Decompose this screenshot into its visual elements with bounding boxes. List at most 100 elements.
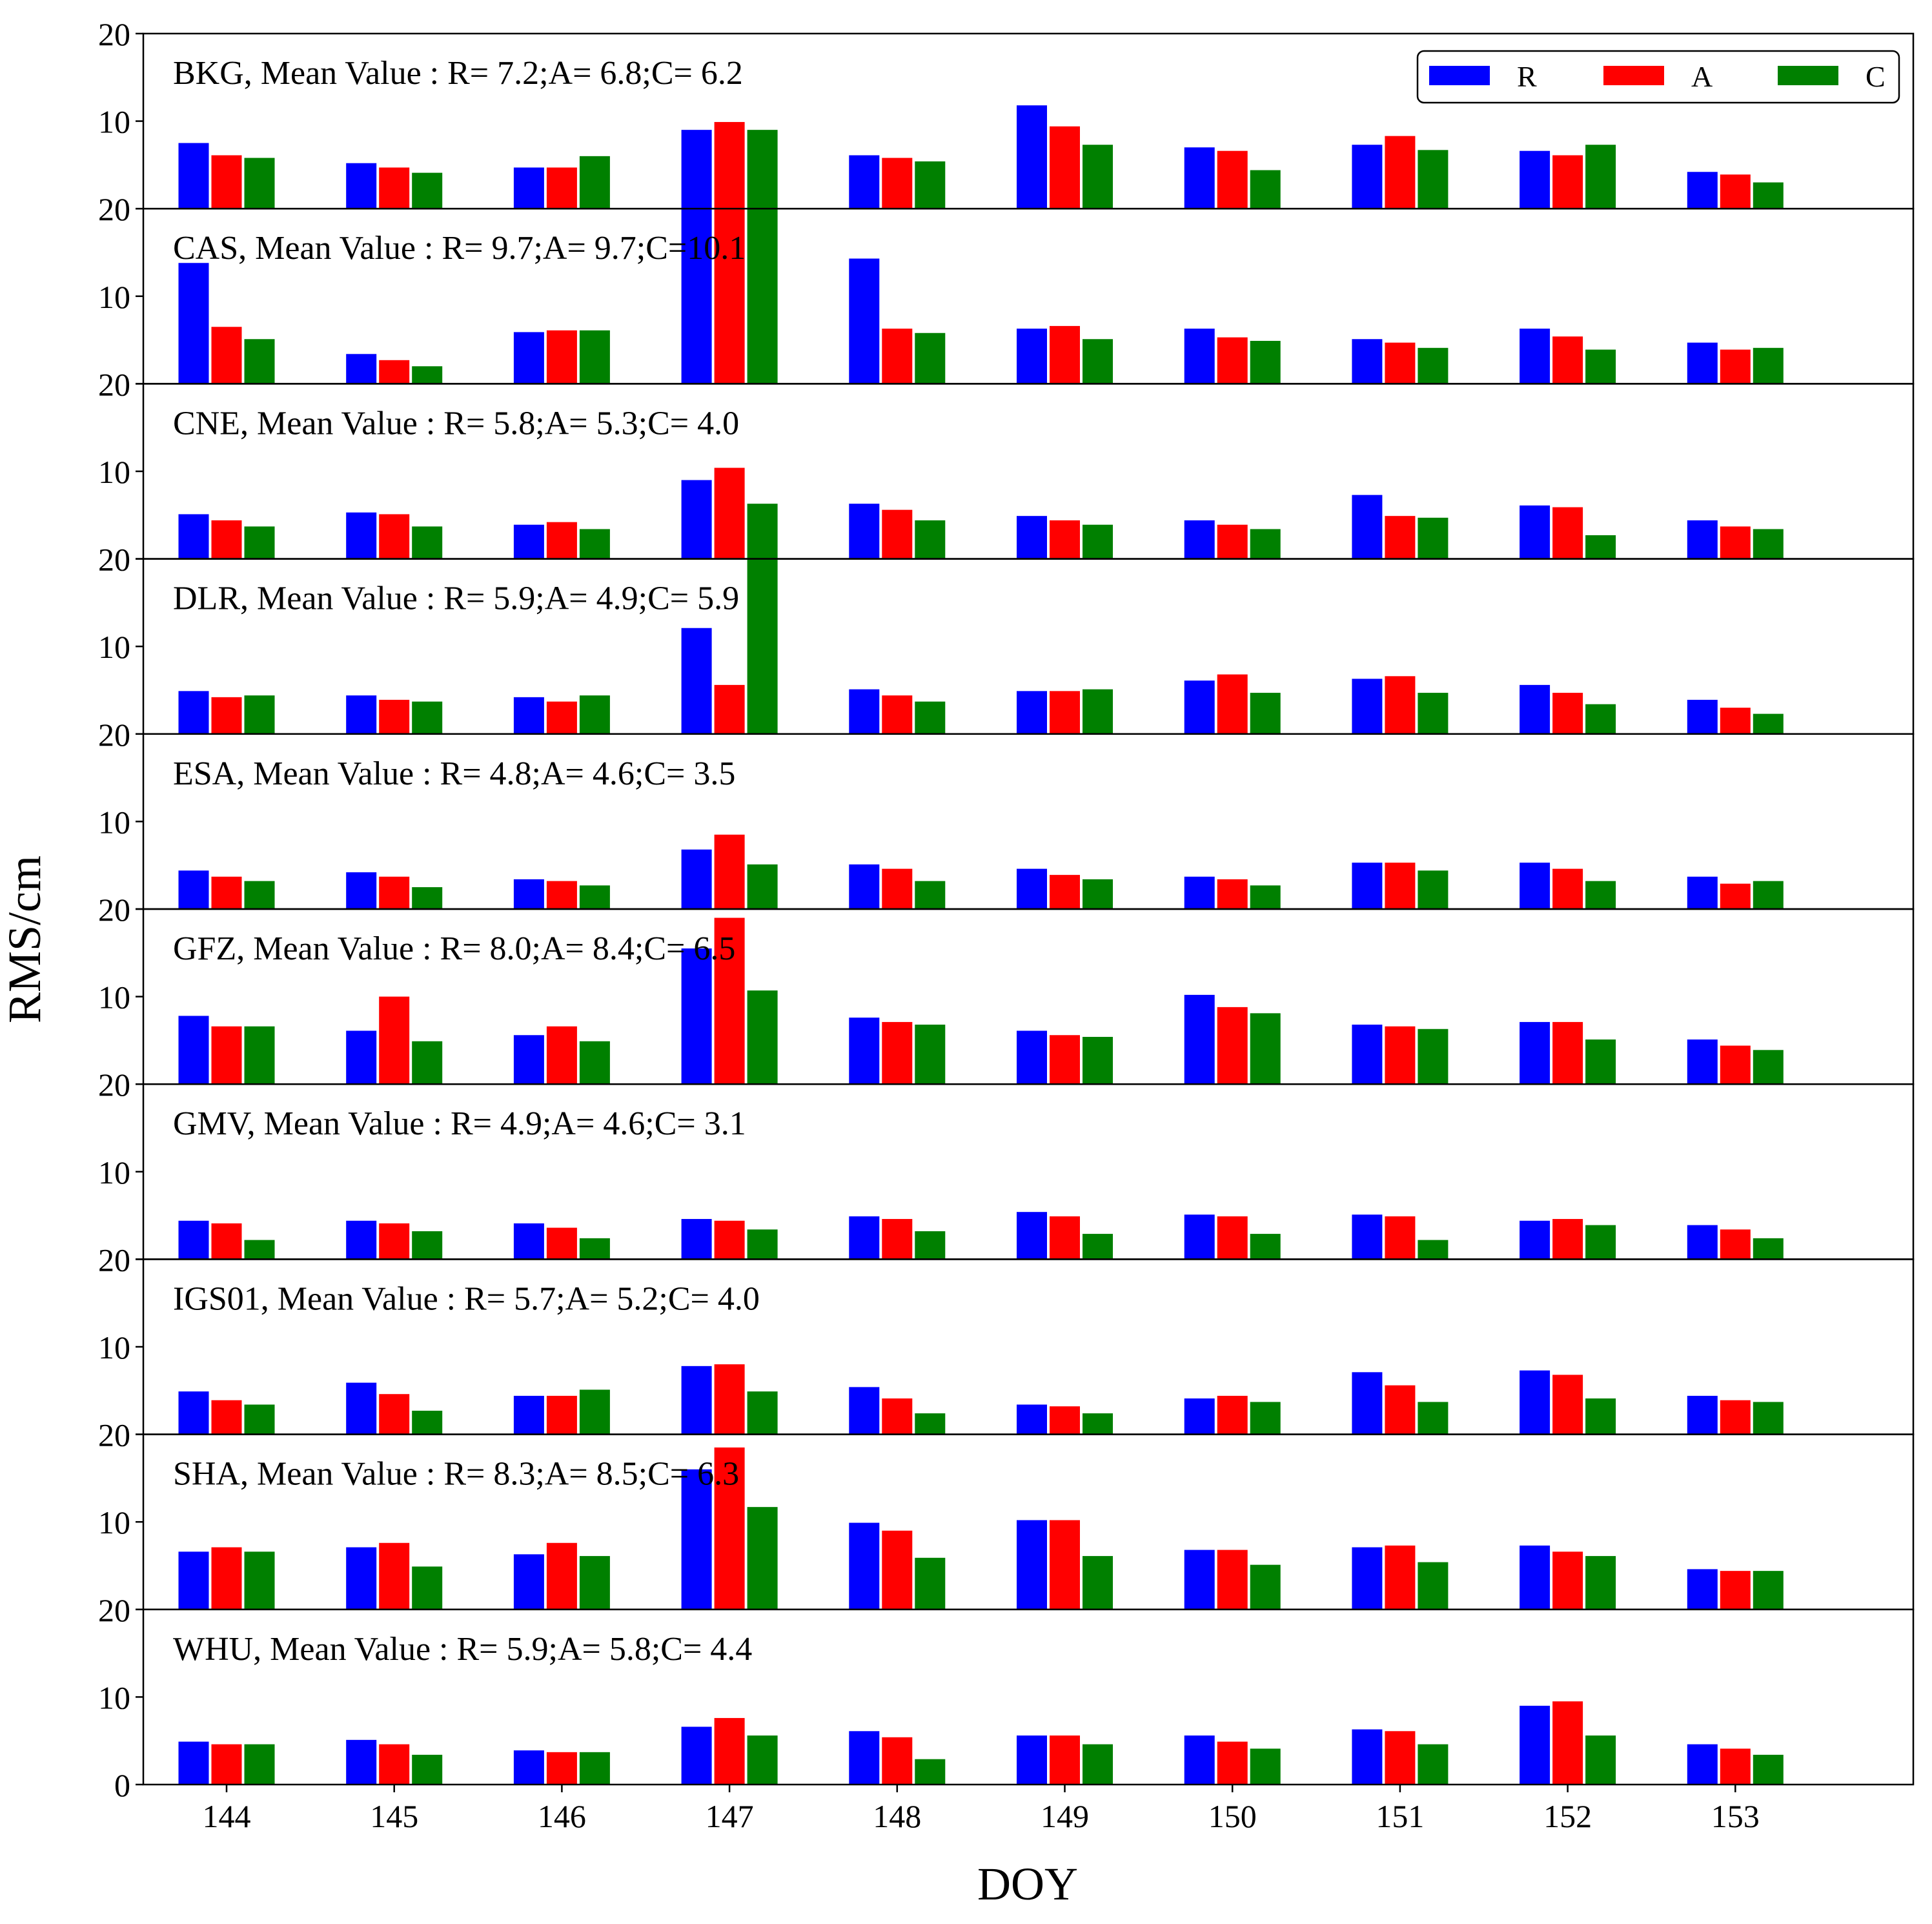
bar-A-147 (714, 467, 745, 559)
bar-A-148 (882, 1219, 913, 1260)
bar-R-152 (1520, 150, 1551, 209)
panel-bars (178, 467, 1784, 559)
panel-bars (178, 1701, 1784, 1785)
bar-A-149 (1050, 875, 1080, 909)
bar-C-153 (1753, 347, 1784, 384)
bar-R-151 (1352, 495, 1383, 559)
legend-swatch-C (1778, 66, 1838, 85)
bar-A-148 (882, 509, 913, 559)
bar-C-151 (1418, 693, 1449, 734)
bar-C-153 (1753, 881, 1784, 909)
bar-C-151 (1418, 517, 1449, 559)
bar-C-150 (1250, 885, 1281, 909)
bar-R-144 (178, 1220, 209, 1260)
legend-swatch-A (1603, 66, 1664, 85)
bar-R-148 (849, 1216, 880, 1260)
y-tick-label: 10 (98, 104, 130, 140)
bar-R-153 (1687, 172, 1718, 209)
bar-A-152 (1552, 868, 1583, 909)
x-tick-label: 150 (1208, 1798, 1257, 1834)
bar-C-144 (244, 695, 275, 734)
bar-R-144 (178, 1741, 209, 1785)
bar-A-150 (1217, 879, 1248, 909)
bar-A-153 (1720, 1748, 1751, 1785)
bar-R-144 (178, 1016, 209, 1085)
legend-label-R: R (1517, 60, 1537, 93)
bar-R-146 (513, 167, 544, 209)
bar-C-148 (915, 1759, 946, 1785)
bar-R-152 (1520, 1370, 1551, 1435)
panel-bars (178, 1212, 1784, 1260)
panel-dlr: 10 20 DLR, Mean Value : R= 5.9;A= 4.9;C= 5… (98, 542, 1915, 735)
bar-C-149 (1083, 1744, 1113, 1785)
bar-R-150 (1184, 1398, 1215, 1435)
bar-C-152 (1585, 1398, 1616, 1435)
bar-A-150 (1217, 674, 1248, 734)
bar-A-147 (714, 917, 745, 1085)
bar-A-145 (379, 1542, 410, 1610)
legend-label-C: C (1866, 60, 1886, 93)
bar-C-145 (412, 172, 443, 209)
bar-C-145 (412, 1041, 443, 1085)
bar-R-152 (1520, 328, 1551, 384)
bar-C-152 (1585, 1556, 1616, 1610)
bar-C-147 (747, 558, 778, 734)
bar-C-148 (915, 881, 946, 909)
panel-esa: 10 20 ESA, Mean Value : R= 4.8;A= 4.6;C= 3… (98, 717, 1915, 910)
bar-A-153 (1720, 1400, 1751, 1435)
x-axis-ticks: 144 145 146 147 148 149 150 151 152 153 (203, 1785, 1760, 1834)
bar-R-150 (1184, 876, 1215, 909)
bar-R-145 (346, 1030, 377, 1085)
bar-C-152 (1585, 145, 1616, 209)
bar-R-152 (1520, 505, 1551, 559)
bar-A-147 (714, 121, 745, 209)
bar-C-144 (244, 526, 275, 559)
bar-A-153 (1720, 349, 1751, 384)
bar-R-153 (1687, 1225, 1718, 1260)
bar-R-148 (849, 1522, 880, 1610)
y-tick-label: 20 (98, 366, 130, 402)
x-tick-label: 152 (1543, 1798, 1592, 1834)
panel-title: CAS, Mean Value : R= 9.7;A= 9.7;C=10.1 (173, 230, 746, 267)
bar-A-145 (379, 996, 410, 1085)
bar-A-153 (1720, 883, 1751, 909)
bar-R-148 (849, 1731, 880, 1785)
bar-R-145 (346, 1547, 377, 1610)
bar-R-151 (1352, 1547, 1383, 1610)
bar-C-145 (412, 1566, 443, 1610)
bar-A-150 (1217, 337, 1248, 384)
bar-A-146 (546, 330, 577, 384)
panel-bars (178, 1364, 1784, 1435)
y-tick-label: 20 (98, 1242, 130, 1278)
y-tick-label: 10 (98, 1679, 130, 1715)
y-tick-label: 20 (98, 1592, 130, 1628)
bar-R-147 (681, 948, 712, 1085)
bar-A-153 (1720, 526, 1751, 559)
bar-R-144 (178, 870, 209, 909)
bar-R-147 (681, 1726, 712, 1785)
y-tick-label: 20 (98, 191, 130, 227)
bar-A-147 (714, 209, 745, 384)
bar-A-148 (882, 868, 913, 909)
bar-C-152 (1585, 1225, 1616, 1260)
bar-A-150 (1217, 1007, 1248, 1085)
bar-A-144 (211, 520, 242, 559)
bar-R-146 (513, 1554, 544, 1610)
bar-R-151 (1352, 1729, 1383, 1785)
bar-R-144 (178, 263, 209, 384)
bar-R-152 (1520, 1705, 1551, 1785)
bar-C-147 (747, 130, 778, 209)
bar-C-145 (412, 1231, 443, 1260)
bar-C-153 (1753, 1402, 1784, 1435)
y-tick-label: 10 (98, 1154, 130, 1191)
bar-A-150 (1217, 1395, 1248, 1435)
panel-title: SHA, Mean Value : R= 8.3;A= 8.5;C= 6.3 (173, 1456, 739, 1493)
bar-A-147 (714, 1447, 745, 1610)
bar-C-144 (244, 1404, 275, 1435)
bar-A-148 (882, 1737, 913, 1785)
bar-R-153 (1687, 520, 1718, 559)
bar-A-152 (1552, 693, 1583, 734)
bar-A-150 (1217, 524, 1248, 559)
bar-C-149 (1083, 1413, 1113, 1435)
bar-C-151 (1418, 1240, 1449, 1260)
